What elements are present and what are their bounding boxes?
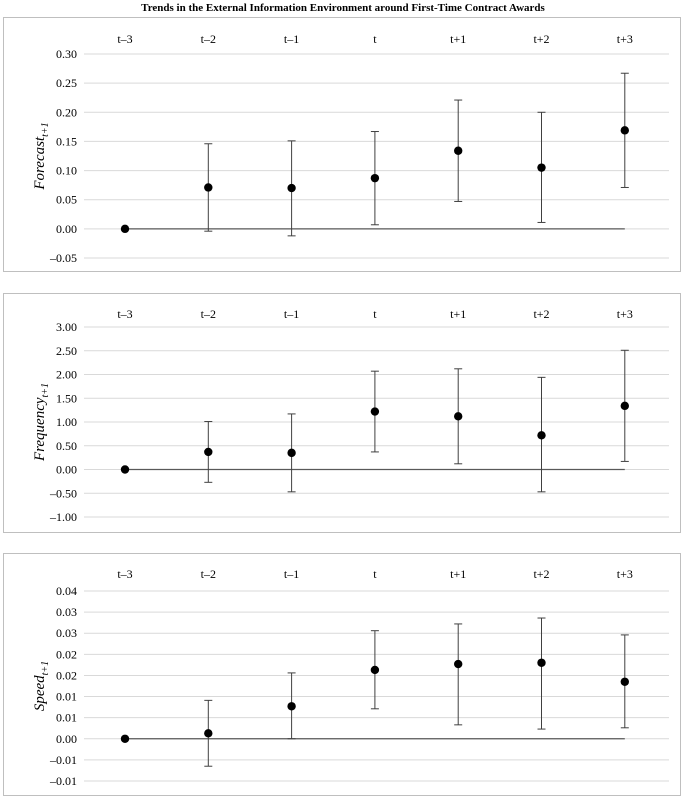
data-point: [537, 163, 546, 172]
data-point: [370, 173, 380, 183]
speed-panel: 0.04 0.03 0.03 0.02 0.02 0.01 0.01 0.00 –0.01 –0.…: [3, 553, 681, 796]
data-point: [454, 412, 463, 421]
y-tick-label: 0.00: [56, 732, 77, 746]
y-tick-label: –1.00: [49, 510, 77, 524]
x-category-label: t+3: [617, 567, 633, 581]
data-point: [287, 183, 296, 193]
y-tick-label: 0.03: [56, 605, 77, 619]
y-tick-label: 0.01: [56, 690, 77, 704]
data-point: [204, 447, 213, 457]
data-point: [204, 729, 213, 738]
y-axis-label-main: Speed: [32, 675, 48, 711]
data-point: [120, 465, 130, 474]
y-axis-label: Forecastt+1: [32, 122, 51, 190]
y-tick-label: 0.02: [56, 668, 77, 682]
y-tick-label: –0.01: [49, 774, 77, 788]
forecast-chart: 0.30 0.25 0.20 0.15 0.10 0.05 0.00 –0.05 t–3 t–2 t…: [32, 32, 669, 265]
x-category-label: t–3: [117, 307, 132, 321]
data-point: [454, 659, 463, 669]
x-category-label: t+1: [450, 567, 466, 581]
speed-chart: 0.04 0.03 0.03 0.02 0.02 0.01 0.01 0.00 –0.01 –0.…: [32, 567, 669, 788]
y-tick-label: 0.05: [56, 193, 77, 207]
y-tick-label: 0.25: [56, 76, 77, 90]
x-category-label: t–2: [201, 32, 216, 46]
y-axis-label-subscript: t+1: [40, 383, 51, 398]
y-tick-label: 0.20: [56, 105, 77, 119]
data-point: [370, 665, 380, 675]
x-category-label: t: [373, 307, 377, 321]
y-tick-label: 3.00: [56, 320, 77, 334]
y-tick-label: 0.00: [56, 222, 77, 236]
x-category-label: t–2: [201, 567, 216, 581]
data-point: [454, 146, 463, 155]
x-category-label: t–1: [284, 567, 299, 581]
y-axis-label-main: Forecast: [32, 136, 48, 191]
x-category-label: t+1: [450, 32, 466, 46]
x-category-label: t–3: [117, 32, 132, 46]
y-tick-label: –0.05: [49, 251, 77, 265]
data-point: [537, 658, 546, 667]
x-category-label: t: [373, 32, 377, 46]
y-axis-label-main: Frequency: [32, 397, 48, 462]
y-tick-label: –0.01: [49, 753, 77, 767]
y-tick-label: 0.04: [56, 584, 77, 598]
x-category-label: t–3: [117, 567, 132, 581]
frequency-panel: 3.00 2.50 2.00 1.50 1.00 0.50 0.00 –0.50 –1.00 t–…: [3, 293, 681, 533]
frequency-chart: 3.00 2.50 2.00 1.50 1.00 0.50 0.00 –0.50 –1.00 t–…: [32, 307, 669, 524]
y-tick-label: 0.01: [56, 711, 77, 725]
data-point: [287, 448, 296, 458]
y-axis-label: Frequencyt+1: [32, 383, 51, 462]
data-point: [204, 183, 213, 192]
data-point: [620, 401, 629, 411]
figure-title: Trends in the External Information Envir…: [141, 2, 545, 14]
y-tick-label: 0.10: [56, 164, 77, 178]
x-category-label: t+1: [450, 307, 466, 321]
y-tick-label: 0.50: [56, 439, 77, 453]
y-tick-label: 0.15: [56, 134, 77, 148]
y-axis-label-subscript: t+1: [40, 122, 51, 137]
data-point: [120, 734, 130, 743]
x-category-label: t: [373, 567, 377, 581]
x-category-label: t–1: [284, 307, 299, 321]
x-category-label: t+2: [533, 32, 549, 46]
x-category-label: t–1: [284, 32, 299, 46]
error-bar: [537, 617, 546, 730]
x-category-label: t+2: [533, 307, 549, 321]
x-category-label: t+2: [533, 567, 549, 581]
y-tick-label: 1.50: [56, 391, 77, 405]
data-point: [537, 431, 546, 440]
x-category-label: t+3: [617, 32, 633, 46]
data-point: [120, 224, 130, 234]
y-tick-label: 0.02: [56, 647, 77, 661]
x-category-label: t–2: [201, 307, 216, 321]
y-tick-label: 2.50: [56, 344, 77, 358]
y-tick-label: 0.30: [56, 47, 77, 61]
y-tick-label: 1.00: [56, 415, 77, 429]
data-point: [287, 702, 296, 711]
x-category-label: t+3: [617, 307, 633, 321]
data-point: [620, 126, 629, 135]
y-tick-label: 0.03: [56, 626, 77, 640]
y-tick-label: –0.50: [49, 486, 77, 500]
forecast-panel: 0.30 0.25 0.20 0.15 0.10 0.05 0.00 –0.05 t–3 t–2 t…: [3, 17, 681, 272]
data-point: [370, 407, 380, 416]
y-axis-label: Speedt+1: [32, 661, 51, 711]
data-point: [620, 677, 629, 686]
error-bar: [454, 623, 463, 726]
y-axis-label-subscript: t+1: [40, 661, 51, 676]
y-tick-label: 0.00: [56, 463, 77, 477]
y-tick-label: 2.00: [56, 368, 77, 382]
